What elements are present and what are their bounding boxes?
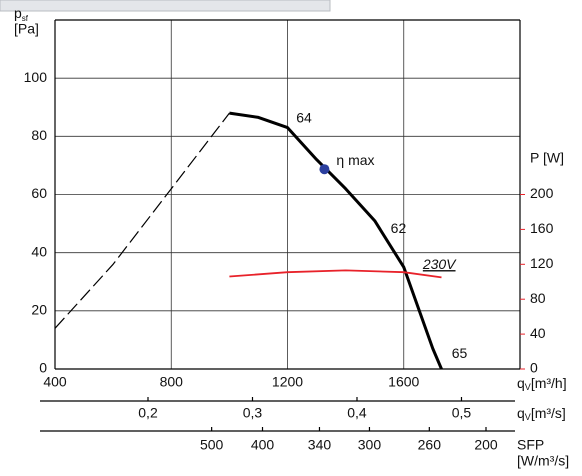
y2-tick-label: 40 <box>530 325 546 341</box>
curve <box>54 112 230 329</box>
x2-tick-label: 0,2 <box>138 405 158 421</box>
x-tick-label: 400 <box>43 374 67 390</box>
y-tick-label: 80 <box>31 127 47 143</box>
label-symbol: q <box>517 375 525 391</box>
y-tick-label: 100 <box>24 69 48 85</box>
axis-label: qV[m³/s] <box>517 405 566 423</box>
x3-axis-label: SFP <box>517 437 544 453</box>
y2-axis-label: P [W] <box>530 150 564 166</box>
curve-annotation: 65 <box>452 345 468 361</box>
x3-tick-label: 300 <box>358 437 382 453</box>
y2-tick-label: 200 <box>530 185 554 201</box>
label-symbol: p <box>14 5 22 21</box>
curve-annotation: 62 <box>391 220 407 236</box>
header-tab <box>0 0 331 12</box>
curve <box>229 111 443 370</box>
y2-tick-label: 80 <box>530 290 546 306</box>
label-unit: [m³/h] <box>531 375 567 391</box>
x3-tick-label: 200 <box>474 437 498 453</box>
curve-label: 230V <box>422 256 457 272</box>
curve-annotation: 64 <box>296 110 312 126</box>
curve <box>229 269 442 279</box>
y-axis-label: psf <box>14 5 29 23</box>
x2-tick-label: 0,3 <box>243 405 263 421</box>
x3-tick-label: 260 <box>418 437 442 453</box>
y2-tick-label: 0 <box>530 360 538 376</box>
x3-tick-label: 400 <box>251 437 275 453</box>
x2-tick-label: 0,5 <box>452 405 472 421</box>
x3-tick-label: 500 <box>200 437 224 453</box>
y-tick-label: 40 <box>31 243 47 259</box>
x-tick-label: 1600 <box>388 374 419 390</box>
x-tick-label: 800 <box>160 374 184 390</box>
label-sub: V <box>525 382 531 392</box>
eta-max-point <box>319 164 330 175</box>
x3-axis-unit: [W/m³/s] <box>517 453 569 469</box>
y-tick-label: 0 <box>39 360 47 376</box>
y-axis-unit: [Pa] <box>14 21 39 37</box>
label-sub: V <box>525 412 531 422</box>
y-tick-label: 20 <box>31 302 47 318</box>
x3-tick-label: 340 <box>308 437 332 453</box>
y-tick-label: 60 <box>31 185 47 201</box>
axis-label: qV[m³/h] <box>517 375 567 393</box>
y2-tick-label: 120 <box>530 255 554 271</box>
x2-tick-label: 0,4 <box>347 405 367 421</box>
label-symbol: q <box>517 405 525 421</box>
label-unit: [m³/s] <box>531 405 566 421</box>
x-tick-label: 1200 <box>272 374 303 390</box>
eta-max-label: η max <box>336 152 374 168</box>
label-sub: sf <box>22 14 29 23</box>
y2-tick-label: 160 <box>530 220 554 236</box>
